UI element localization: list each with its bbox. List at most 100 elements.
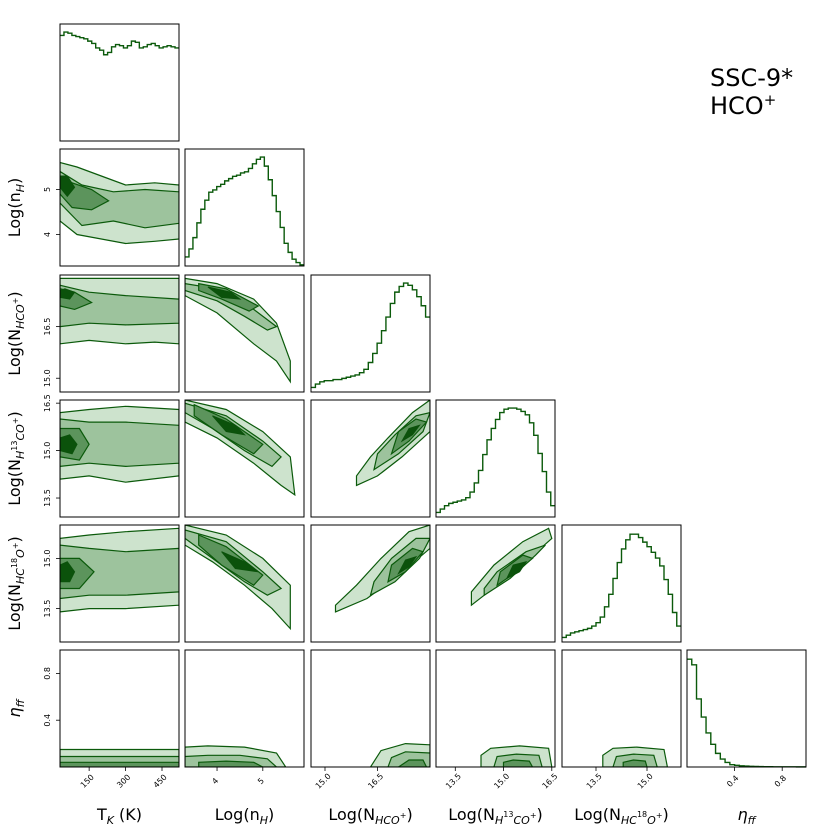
y-tick-label: 5 <box>43 187 52 192</box>
contour-level-2 <box>60 418 179 468</box>
x-axis-label-NH13CO: Log(NH13CO+) <box>448 805 543 827</box>
contour-level-4 <box>60 561 76 583</box>
panel-frame <box>435 524 556 643</box>
y-axis-label-NHC18O: Log(NHC18O+) <box>5 536 27 631</box>
x-tick-label: 16.5 <box>366 772 385 791</box>
y-tick-label: 16.5 <box>43 318 52 336</box>
y-ticks-eta: 0.4 0.8 <box>43 667 60 727</box>
contour-level-3 <box>198 760 264 767</box>
y-axis-label-nH: Log(nH) <box>5 178 27 238</box>
axis-labels: TK (K) Log(nH) Log(NHCO+) Log(NH13CO+) Log(N… <box>5 178 757 827</box>
contour-level-4 <box>221 551 259 573</box>
contour-level-2 <box>60 284 179 328</box>
x-tick-label: 0.8 <box>773 774 788 789</box>
panel-frame <box>59 274 180 393</box>
panel-frame <box>59 649 180 768</box>
contour-group <box>185 277 291 384</box>
histogram-eta <box>687 658 806 768</box>
joint-TK-NHC18O <box>59 524 180 643</box>
histogram-NH13CO <box>436 407 555 514</box>
panel-frame <box>184 148 305 267</box>
panel-frame <box>59 399 180 518</box>
panel-frame <box>686 649 807 768</box>
title-species-sup: + <box>764 91 777 109</box>
x-ticks-eta: 0.4 0.8 <box>725 767 788 789</box>
panel-frame <box>184 649 305 768</box>
marginal-TK <box>59 23 180 142</box>
contour-level-3 <box>502 759 534 767</box>
contour-group <box>369 742 430 767</box>
joint-TK-eta <box>59 649 180 768</box>
joint-TK-NHCO <box>59 274 180 393</box>
x-axis-label-NHCO: Log(NHCO+) <box>328 805 412 827</box>
x-tick-label: 15.0 <box>492 772 511 791</box>
contour-group <box>480 745 553 767</box>
joint-NHC18O-eta <box>561 649 682 768</box>
contour-group <box>355 400 430 487</box>
x-ticks-NHCO: 15.0 16.5 <box>314 767 385 791</box>
y-tick-label: 0.4 <box>43 714 52 727</box>
histogram-NHCO <box>311 282 430 389</box>
joint-nH-NHC18O <box>184 524 305 643</box>
marginal-nH <box>184 148 305 267</box>
y-ticks-NHCO: 15.0 16.5 <box>43 318 60 387</box>
x-tick-label: 15.0 <box>636 772 655 791</box>
joint-nH-eta <box>184 649 305 768</box>
joint-nH-NH13CO <box>184 399 305 518</box>
histogram-nH <box>185 156 304 266</box>
contour-group <box>60 527 179 613</box>
panel-frame <box>310 274 431 393</box>
panel-frame <box>184 274 305 393</box>
plot-title: SSC-9* HCO+ <box>710 64 793 120</box>
marginal-NH13CO <box>435 399 556 518</box>
contour-group <box>60 277 179 345</box>
contour-group <box>334 525 430 613</box>
y-tick-label: 4 <box>43 232 52 237</box>
y-tick-label: 13.5 <box>43 489 52 507</box>
contour-group <box>185 745 287 767</box>
histogram-TK <box>60 31 179 56</box>
contour-level-4 <box>60 434 78 455</box>
marginal-eta <box>686 649 807 768</box>
panel-frame <box>435 399 556 518</box>
x-tick-label: 300 <box>115 773 132 790</box>
y-tick-label: 15.0 <box>43 550 52 568</box>
contour-level-3 <box>60 761 179 767</box>
marginal-NHC18O <box>561 524 682 643</box>
contour-group <box>185 525 291 631</box>
panel-frame <box>59 524 180 643</box>
y-axis-label-NH13CO: Log(NH13CO+) <box>5 411 27 506</box>
x-tick-label: 16.5 <box>541 772 560 791</box>
contour-level-2 <box>60 170 179 229</box>
joint-NH13CO-NHC18O <box>435 524 556 643</box>
y-tick-label: 0.8 <box>43 667 52 680</box>
x-tick-label: 150 <box>79 773 96 790</box>
joint-NH13CO-eta <box>435 649 556 768</box>
panel-frame <box>184 399 305 518</box>
contour-level-4 <box>505 560 528 580</box>
contour-level-4 <box>212 415 246 436</box>
y-axis-label-NHCO: Log(NHCO+) <box>5 291 27 375</box>
panel-frame <box>59 148 180 267</box>
x-ticks-NH13CO: 13.5 15.0 16.5 <box>444 767 559 791</box>
x-axis-label-NHC18O: Log(NHC18O+) <box>574 805 669 827</box>
panel-frame <box>310 399 431 518</box>
contour-group <box>60 405 179 483</box>
x-tick-label: 15.0 <box>314 772 333 791</box>
x-tick-label: 450 <box>152 773 169 790</box>
contour-level-4 <box>60 288 76 300</box>
x-ticks-NHC18O: 13.5 15.0 <box>585 767 655 791</box>
contour-level-4 <box>60 175 76 198</box>
y-axis-label-eta: ηff <box>5 698 27 717</box>
marginal-NHCO <box>310 274 431 393</box>
x-tick-label: 5 <box>256 776 266 786</box>
contour-level-4 <box>207 286 242 300</box>
title-source: SSC-9* <box>710 64 793 92</box>
joint-nH-NHCO <box>184 274 305 393</box>
contour-group <box>60 748 179 767</box>
joint-NHCO-NHC18O <box>310 524 431 643</box>
y-ticks-nH: 45 <box>43 187 60 237</box>
y-tick-label: 13.5 <box>43 600 52 618</box>
joint-TK-nH <box>59 148 180 267</box>
